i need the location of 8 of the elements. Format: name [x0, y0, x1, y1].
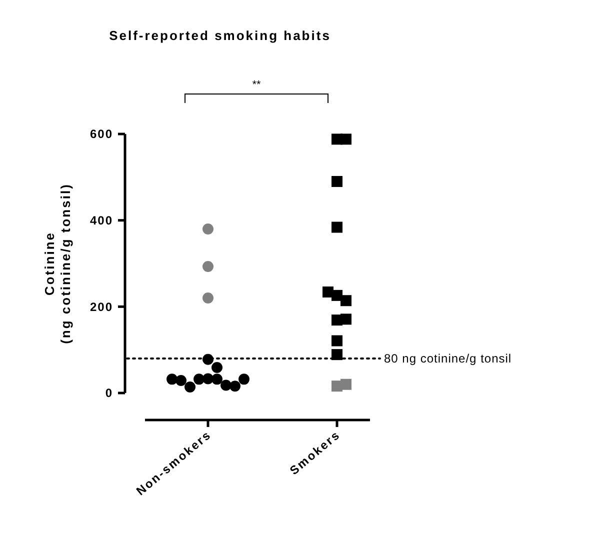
ref-line-label: 80 ng cotinine/g tonsil [384, 352, 512, 366]
y-tick-label: 200 [90, 300, 113, 314]
y-tick-label: 400 [90, 214, 113, 228]
y-tick-label: 0 [105, 386, 113, 400]
y-tick-label: 600 [90, 127, 113, 142]
chart-title: Self-reported smoking habits [109, 28, 331, 43]
text: ** [252, 79, 262, 91]
y-axis-title: Cotinine (ng cotinine/g tonsil) [42, 183, 73, 344]
